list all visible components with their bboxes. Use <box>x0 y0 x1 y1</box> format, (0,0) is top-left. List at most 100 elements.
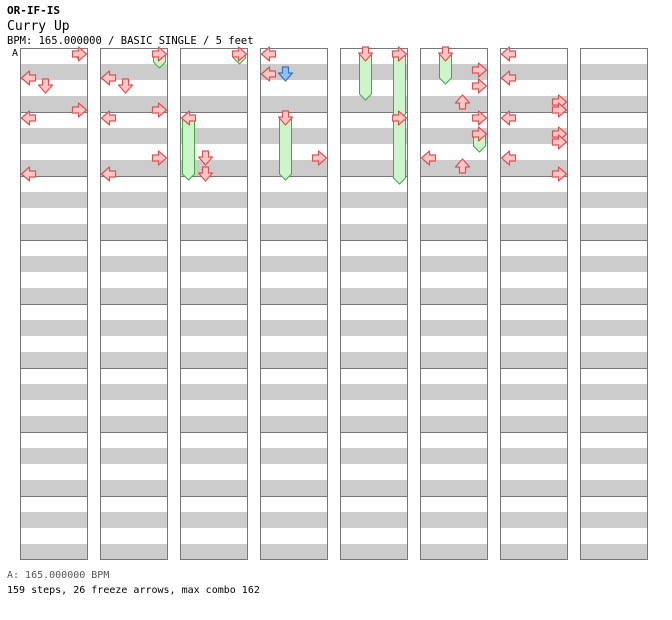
beat-band <box>20 384 88 400</box>
beat-band <box>100 416 168 432</box>
beat-band <box>260 320 328 336</box>
beat-band <box>420 256 488 272</box>
beat-band <box>340 544 408 560</box>
beat-band <box>20 224 88 240</box>
beat-band <box>260 96 328 112</box>
beat-band <box>420 96 488 112</box>
beat-band <box>180 448 248 464</box>
beat-band <box>420 416 488 432</box>
beat-band <box>20 448 88 464</box>
beat-band <box>340 320 408 336</box>
beat-band <box>260 224 328 240</box>
beat-band <box>340 384 408 400</box>
chart-column-6 <box>420 48 488 560</box>
beat-band <box>500 544 568 560</box>
beat-band <box>260 160 328 176</box>
beat-band <box>20 480 88 496</box>
beat-band <box>500 352 568 368</box>
beat-band <box>580 320 648 336</box>
beat-band <box>580 128 648 144</box>
beat-band <box>100 320 168 336</box>
freeze-arrow-down <box>280 118 292 180</box>
beat-band <box>340 192 408 208</box>
beat-band <box>260 448 328 464</box>
beat-band <box>420 544 488 560</box>
beat-band <box>100 384 168 400</box>
beat-band <box>500 448 568 464</box>
beat-band <box>180 288 248 304</box>
beat-band <box>260 192 328 208</box>
beat-band <box>260 256 328 272</box>
beat-band <box>20 352 88 368</box>
beat-band <box>180 192 248 208</box>
beat-band <box>580 256 648 272</box>
beat-band <box>420 192 488 208</box>
beat-band <box>580 512 648 528</box>
beat-band <box>580 544 648 560</box>
beat-band <box>20 512 88 528</box>
step-chart <box>0 0 672 620</box>
beat-band <box>260 544 328 560</box>
beat-band <box>100 512 168 528</box>
beat-band <box>580 416 648 432</box>
beat-band <box>500 192 568 208</box>
beat-band <box>420 160 488 176</box>
beat-band <box>260 352 328 368</box>
beat-band <box>580 160 648 176</box>
beat-band <box>340 288 408 304</box>
freeze-arrow-right <box>394 118 406 184</box>
beat-band <box>340 480 408 496</box>
beat-band <box>260 384 328 400</box>
beat-band <box>180 224 248 240</box>
beat-band <box>340 256 408 272</box>
freeze-arrow-right <box>394 54 406 120</box>
beat-band <box>100 352 168 368</box>
beat-band <box>500 320 568 336</box>
beat-band <box>420 480 488 496</box>
beat-band <box>180 512 248 528</box>
beat-band <box>100 256 168 272</box>
beat-band <box>500 384 568 400</box>
beat-band <box>340 352 408 368</box>
beat-band <box>340 416 408 432</box>
beat-band <box>20 544 88 560</box>
beat-band <box>180 256 248 272</box>
beat-band <box>500 512 568 528</box>
beat-band <box>180 352 248 368</box>
beat-band <box>420 288 488 304</box>
beat-band <box>260 416 328 432</box>
beat-band <box>20 256 88 272</box>
beat-band <box>340 224 408 240</box>
beat-band <box>420 384 488 400</box>
beat-band <box>500 288 568 304</box>
beat-band <box>500 256 568 272</box>
beat-band <box>180 480 248 496</box>
bpm-summary: A: 165.000000 BPM <box>7 570 109 581</box>
beat-band <box>180 64 248 80</box>
beat-band <box>100 192 168 208</box>
beat-band <box>100 128 168 144</box>
step-stats: 159 steps, 26 freeze arrows, max combo 1… <box>7 585 260 596</box>
beat-band <box>100 448 168 464</box>
beat-band <box>180 384 248 400</box>
beat-band <box>420 352 488 368</box>
beat-band <box>260 512 328 528</box>
beat-band <box>500 480 568 496</box>
beat-band <box>20 192 88 208</box>
beat-band <box>580 352 648 368</box>
beat-band <box>180 544 248 560</box>
beat-band <box>340 448 408 464</box>
beat-band <box>420 512 488 528</box>
beat-band <box>340 512 408 528</box>
beat-band <box>100 480 168 496</box>
beat-band <box>260 128 328 144</box>
beat-band <box>20 416 88 432</box>
beat-band <box>20 288 88 304</box>
beat-band <box>580 384 648 400</box>
chart-column-7 <box>500 48 568 560</box>
beat-band <box>420 320 488 336</box>
beat-band <box>260 480 328 496</box>
beat-band <box>20 128 88 144</box>
beat-band <box>420 448 488 464</box>
chart-column-4 <box>260 48 328 560</box>
